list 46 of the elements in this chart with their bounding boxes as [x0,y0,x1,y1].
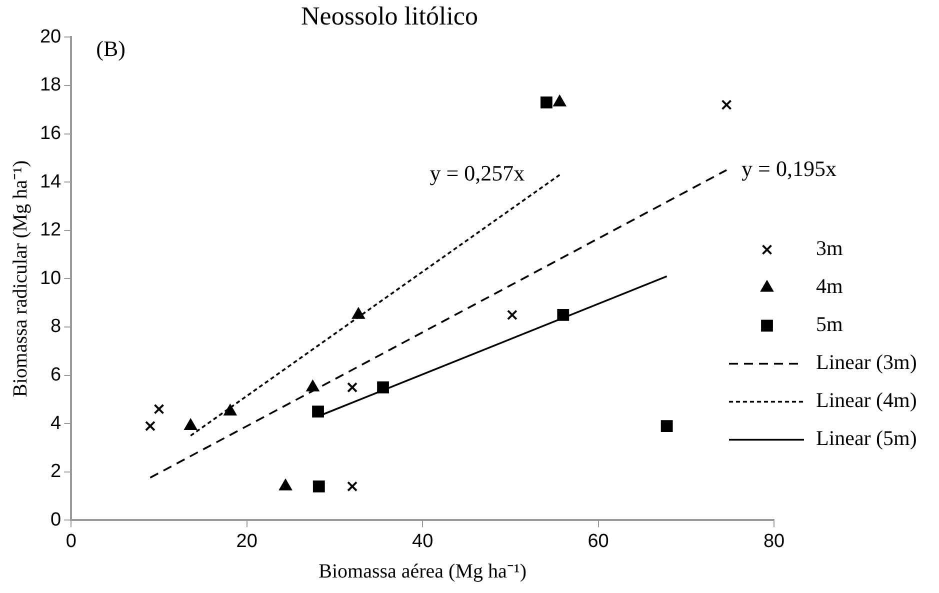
x-tick-label: 80 [763,530,785,552]
y-tick-label: 6 [50,364,62,386]
x-tick-label: 0 [66,530,76,552]
y-tick-label: 16 [40,123,62,144]
y-tick-label: 20 [40,26,62,48]
point [377,381,389,394]
point [312,480,325,492]
point [506,310,518,320]
annotation: (B) [96,36,126,61]
y-axis-title: Biomassa radicular (Mg ha⁻¹) [9,160,32,398]
annotation: y = 0,257x [430,160,525,186]
legend-label: Linear (3m) [816,350,917,374]
point [154,404,164,414]
point [352,308,365,319]
point [184,419,197,430]
legend-label: 4m [816,274,843,298]
y-tick-label: 12 [40,220,62,241]
point [660,420,673,432]
point [224,404,236,416]
annotation: y = 0,195x [742,156,836,181]
x-tick-label: 60 [588,530,609,552]
chart-title: Neossolo litólico [301,1,478,30]
point [306,380,319,392]
legend-label: 3m [816,236,843,260]
x-tick-label: 20 [236,530,258,552]
y-tick-label: 10 [40,268,62,289]
y-tick-label: 18 [40,74,62,96]
x-axis-title: Biomassa aérea (Mg ha⁻¹) [318,560,527,582]
point [553,95,566,106]
legend-label: Linear (5m) [816,426,917,450]
point [721,100,732,110]
point [540,96,552,108]
x-tick-label: 40 [412,530,434,552]
point [347,382,358,393]
point [557,308,570,321]
point [279,479,292,490]
point [144,420,156,432]
point [347,481,358,492]
legend-label: Linear (4m) [816,388,917,412]
point [312,406,324,418]
legend-label: 5m [816,312,843,336]
y-tick-label: 2 [50,461,62,482]
y-tick-label: 0 [50,509,62,530]
y-tick-label: 8 [50,316,62,338]
y-tick-label: 4 [50,412,62,434]
y-tick-label: 14 [40,171,62,192]
